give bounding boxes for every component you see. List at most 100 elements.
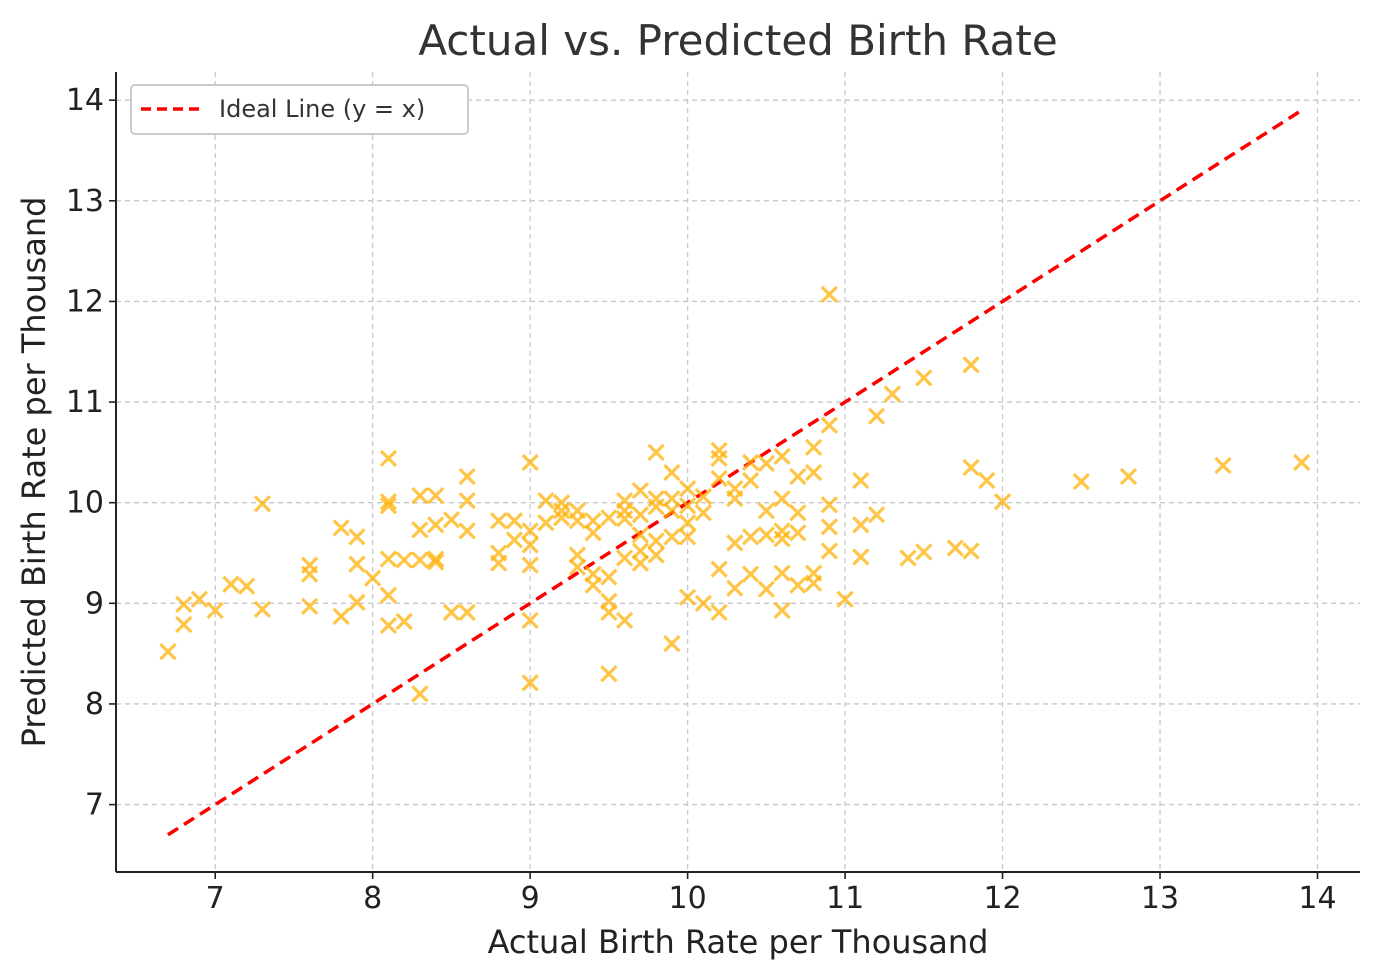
data-point-stroke [741, 565, 760, 583]
data-point-stroke [458, 522, 476, 540]
data-point [993, 493, 1012, 511]
data-point-stroke [553, 509, 571, 527]
data-point-stroke [521, 556, 539, 574]
axes [115, 72, 1360, 873]
data-point [757, 454, 775, 473]
data-point-stroke [458, 492, 476, 510]
data-point-stroke [773, 601, 791, 619]
data-point [726, 534, 744, 552]
data-point-stroke [852, 471, 870, 490]
data-point-stroke [789, 576, 807, 594]
data-point [505, 531, 524, 549]
data-point [379, 586, 398, 604]
data-point-stroke [1072, 472, 1090, 491]
data-point-stroke [490, 512, 508, 530]
data-point-stroke [332, 519, 350, 537]
data-point-stroke [348, 555, 366, 573]
data-point-stroke [820, 496, 838, 514]
data-point [789, 576, 807, 594]
data-point-stroke [458, 603, 476, 622]
data-point [757, 526, 775, 544]
data-point-stroke [883, 385, 901, 403]
data-point-stroke [537, 514, 555, 532]
data-point [789, 524, 807, 542]
data-point [820, 416, 838, 434]
data-point-stroke [537, 492, 555, 510]
data-point [379, 550, 398, 568]
data-point-stroke [600, 592, 618, 610]
data-point-stroke [789, 467, 807, 486]
data-point-stroke [615, 492, 634, 510]
data-point [647, 546, 665, 564]
data-point-stroke [631, 526, 650, 544]
data-point-stroke [348, 593, 366, 611]
data-point-stroke [427, 487, 445, 505]
data-point-stroke [789, 524, 807, 542]
x-tick-label: 12 [983, 881, 1021, 916]
data-point [427, 516, 445, 534]
data-point [238, 577, 256, 595]
data-point-stroke [757, 502, 775, 520]
data-point [804, 564, 823, 582]
data-point-stroke [993, 493, 1012, 511]
data-point [647, 443, 665, 462]
data-point [253, 600, 272, 618]
data-point [773, 522, 791, 540]
chart-title: Actual vs. Predicted Birth Rate [418, 16, 1057, 65]
data-point [1214, 456, 1232, 475]
data-point-stroke [600, 568, 618, 586]
data-point [710, 469, 728, 488]
data-point [663, 528, 681, 546]
x-tick-label: 13 [1141, 881, 1179, 916]
data-point [584, 512, 602, 530]
data-point [710, 441, 728, 459]
data-point-stroke [379, 550, 398, 568]
data-point-stroke [442, 603, 461, 622]
data-point [726, 579, 744, 597]
data-point-stroke [899, 549, 917, 567]
data-point-stroke [789, 504, 807, 522]
y-tick-label: 14 [66, 83, 104, 118]
data-point [647, 490, 665, 508]
y-tick-label: 12 [66, 284, 104, 319]
data-point [348, 555, 366, 573]
data-point [175, 615, 193, 634]
data-point-stroke [600, 665, 618, 683]
data-point-stroke [521, 611, 539, 630]
data-point-stroke [175, 615, 193, 634]
data-point [631, 542, 650, 560]
data-point-stroke [663, 634, 681, 653]
ideal-line-group [167, 108, 1303, 837]
data-point [773, 490, 791, 508]
data-point-stroke [253, 495, 272, 513]
data-point [694, 504, 712, 522]
data-point [678, 528, 697, 546]
data-point-stroke [301, 556, 319, 574]
data-point-stroke [741, 528, 760, 546]
ideal-line [167, 108, 1303, 837]
x-tick-label: 14 [1298, 881, 1336, 916]
data-point-stroke [521, 674, 539, 692]
data-point-stroke [615, 611, 634, 630]
data-point [915, 369, 933, 387]
data-point [663, 463, 681, 482]
data-point-stroke [694, 504, 712, 522]
data-point [757, 580, 775, 598]
data-point [615, 492, 634, 510]
data-point [521, 453, 539, 472]
data-point-stroke [804, 438, 823, 456]
data-point-stroke [836, 590, 854, 608]
y-tick-label: 10 [66, 486, 104, 521]
data-point [553, 509, 571, 527]
data-point-stroke [962, 542, 980, 560]
data-point [427, 550, 445, 568]
data-point [663, 490, 681, 508]
data-point-stroke [852, 516, 870, 534]
data-point [962, 542, 980, 560]
y-tick-label: 13 [66, 184, 104, 219]
data-point [222, 575, 240, 593]
x-ticks: 7 8 9 10 11 12 13 14 [206, 872, 1337, 916]
data-point [427, 553, 445, 571]
data-point [710, 560, 728, 578]
data-point [458, 492, 476, 510]
